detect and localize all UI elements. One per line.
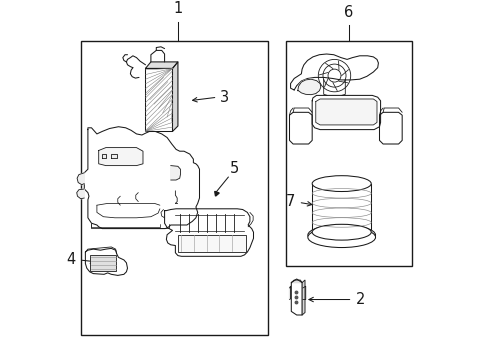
Polygon shape	[84, 127, 199, 229]
Polygon shape	[302, 280, 305, 315]
Text: 3: 3	[220, 90, 229, 105]
Text: 7: 7	[285, 194, 294, 209]
Bar	[90, 255, 116, 271]
Polygon shape	[379, 112, 401, 144]
Text: 6: 6	[344, 5, 353, 20]
Bar	[145, 68, 172, 131]
Polygon shape	[77, 173, 84, 185]
Polygon shape	[315, 99, 376, 125]
Ellipse shape	[307, 225, 375, 246]
Text: 4: 4	[66, 252, 75, 267]
Polygon shape	[102, 154, 106, 158]
Polygon shape	[170, 166, 180, 180]
Polygon shape	[311, 95, 380, 130]
Polygon shape	[172, 62, 178, 131]
Polygon shape	[290, 54, 378, 90]
Polygon shape	[289, 112, 311, 144]
Polygon shape	[289, 286, 290, 300]
Text: 1: 1	[173, 1, 182, 16]
Polygon shape	[297, 79, 320, 95]
Text: 5: 5	[229, 161, 238, 176]
Polygon shape	[77, 189, 84, 199]
Polygon shape	[145, 62, 178, 68]
Polygon shape	[111, 154, 117, 158]
Polygon shape	[85, 248, 127, 275]
Polygon shape	[291, 280, 302, 283]
Polygon shape	[99, 148, 142, 166]
Ellipse shape	[311, 176, 370, 192]
Polygon shape	[164, 209, 253, 256]
Bar	[311, 184, 370, 232]
Ellipse shape	[311, 224, 370, 240]
Text: 2: 2	[355, 292, 364, 307]
Ellipse shape	[307, 227, 375, 248]
Polygon shape	[291, 279, 302, 315]
Bar	[285, 41, 411, 266]
Bar	[178, 235, 246, 252]
Bar	[81, 41, 267, 335]
Polygon shape	[302, 286, 305, 300]
